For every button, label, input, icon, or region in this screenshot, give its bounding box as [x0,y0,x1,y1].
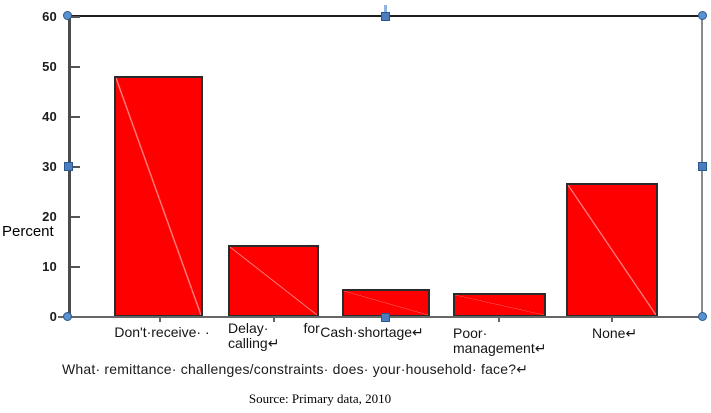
x-tick-mark [159,318,161,322]
bar-poor-management[interactable] [453,293,546,317]
y-tick-mark [71,216,80,218]
x-category-label-line: Don't·receive· · [114,324,210,340]
y-tick-mark [71,66,80,68]
y-tick-label: 30 [42,159,57,174]
selection-handle-top-middle-icon[interactable] [381,12,390,21]
y-tick-label: 20 [42,209,57,224]
x-category-label: Don't·receive· · [114,325,209,340]
x-tick-mark [273,318,275,322]
x-category-label-line: Delay· for [228,320,320,336]
selection-handle-bottom-left-icon[interactable] [63,312,72,321]
x-category-label-line: None↵ [592,325,638,341]
y-tick-label: 0 [49,309,57,324]
y-tick-label: 10 [42,259,57,274]
x-category-label: Cash·shortage↵ [320,325,424,340]
x-category-label-line: management↵ [453,340,547,356]
y-tick-mark [71,166,80,168]
x-category-label: None↵ [592,326,637,341]
selection-handle-left-middle-icon[interactable] [64,162,73,171]
source-note: Source: Primary data, 2010 [248,391,392,406]
selection-handle-bottom-right-icon[interactable] [698,312,707,321]
bar-delay-calling-for[interactable] [228,245,319,317]
selection-handle-right-middle-icon[interactable] [698,162,707,171]
bar-cash-shortage[interactable] [342,289,430,317]
y-axis-title: Percent [2,223,54,240]
selection-handle-top-left-icon[interactable] [63,11,72,20]
y-tick-label: 60 [42,9,57,24]
x-category-label: Poor· management↵ [453,326,546,356]
selection-handle-stem [384,5,387,13]
x-category-label-line: Cash·shortage↵ [320,324,424,340]
x-tick-mark [611,318,613,322]
y-tick-label: 50 [42,59,57,74]
x-axis-question-text: What· remittance· challenges/constraints… [62,361,529,377]
selection-handle-top-right-icon[interactable] [698,11,707,20]
y-tick-mark [71,16,80,18]
x-category-label: Delay· for calling↵ [228,321,320,351]
x-tick-mark [498,318,500,322]
bar-none[interactable] [566,183,658,317]
selection-handle-bottom-middle-icon[interactable] [381,313,390,322]
x-category-label-line: Poor· [453,325,488,341]
bar-don-t-receive[interactable] [114,76,203,317]
y-tick-mark [71,266,80,268]
y-tick-mark [71,116,80,118]
y-tick-label: 40 [42,109,57,124]
x-category-label-line: calling↵ [228,335,280,351]
